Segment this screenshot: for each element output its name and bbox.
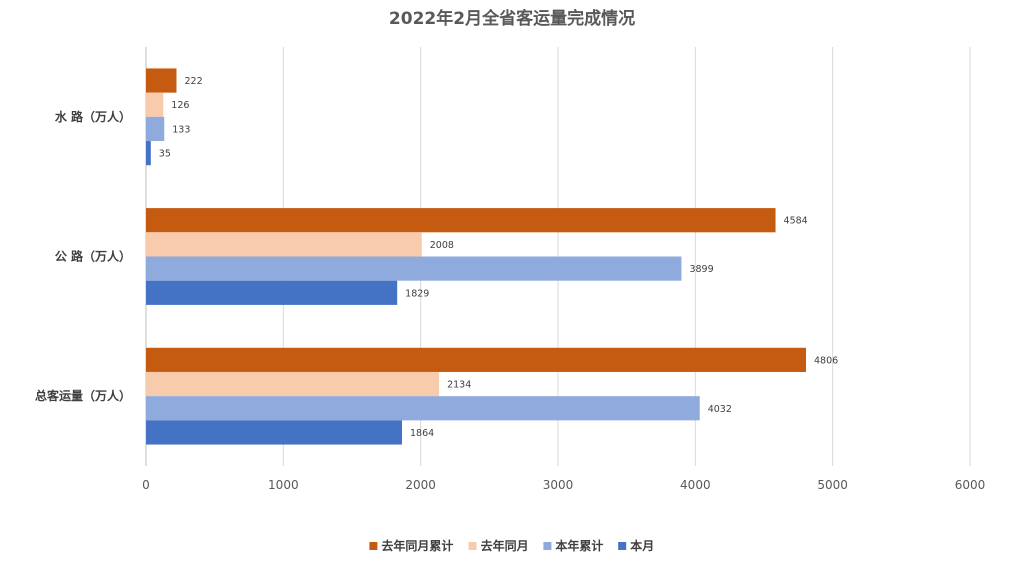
chart-title: 2022年2月全省客运量完成情况 <box>389 8 635 29</box>
category-label: 公 路（万人） <box>55 249 131 264</box>
legend-swatch <box>618 542 627 550</box>
bar <box>146 141 151 166</box>
legend-swatch <box>369 542 378 550</box>
data-label: 133 <box>172 124 190 135</box>
data-label: 222 <box>184 76 202 87</box>
data-label: 3899 <box>689 264 713 275</box>
bar <box>146 420 402 445</box>
bar <box>146 396 700 421</box>
legend-label: 去年同月累计 <box>381 538 453 553</box>
bar <box>146 68 177 93</box>
x-axis-ticks: 0 1000 2000 3000 4000 5000 6000 <box>142 478 985 492</box>
bar <box>146 92 164 117</box>
data-label: 4584 <box>784 216 808 227</box>
bar <box>146 208 776 233</box>
bar <box>146 280 398 305</box>
data-label: 35 <box>159 149 171 160</box>
bars: 222 126 133 35 4584 2008 3899 1829 4806 2134 4032 1… <box>146 68 838 445</box>
x-tick-label: 3000 <box>543 478 574 492</box>
data-label: 2134 <box>447 380 471 391</box>
category-label: 总客运量（万人） <box>35 388 131 403</box>
legend: 去年同月累计 去年同月 本年累计 本月 <box>369 538 654 553</box>
x-tick-label: 0 <box>142 478 150 492</box>
data-label: 1864 <box>410 428 434 439</box>
bar <box>146 116 165 142</box>
data-label: 1829 <box>405 288 429 299</box>
data-label: 4032 <box>708 404 732 415</box>
data-label: 2008 <box>430 240 454 251</box>
x-tick-label: 1000 <box>268 478 299 492</box>
category-label: 水 路（万人） <box>55 109 131 124</box>
x-tick-label: 6000 <box>955 478 986 492</box>
category-labels: 水 路（万人） 公 路（万人） 总客运量（万人） <box>35 109 131 403</box>
data-label: 126 <box>171 100 189 111</box>
bar <box>146 371 440 397</box>
data-label: 4806 <box>814 355 838 366</box>
bar <box>146 256 682 281</box>
x-tick-label: 5000 <box>817 478 848 492</box>
legend-swatch <box>543 542 552 550</box>
legend-label: 去年同月 <box>481 538 529 553</box>
legend-label: 本月 <box>630 538 654 553</box>
x-tick-label: 2000 <box>405 478 436 492</box>
bar <box>146 232 422 257</box>
x-tick-label: 4000 <box>680 478 711 492</box>
bar <box>146 347 807 372</box>
legend-swatch <box>468 542 477 550</box>
legend-label: 本年累计 <box>555 538 603 553</box>
